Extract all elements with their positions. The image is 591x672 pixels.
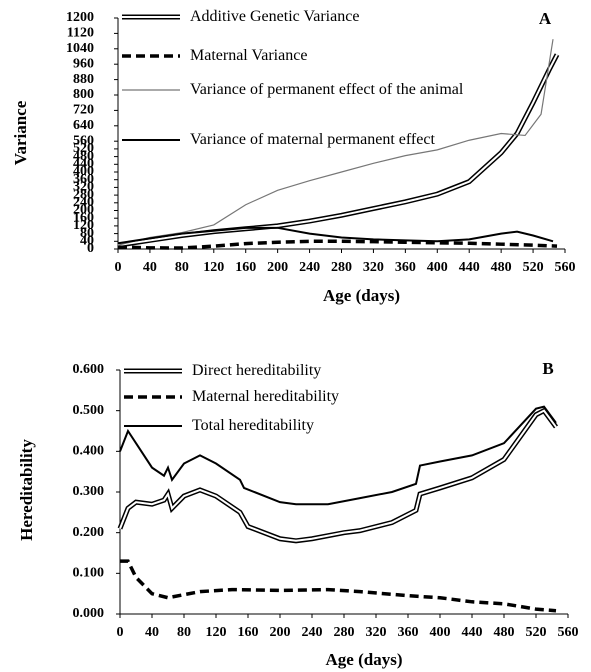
legend-label: Direct hereditability: [192, 362, 322, 379]
y-tick-label: 80: [80, 226, 94, 241]
y-tick-label: 360: [73, 172, 94, 187]
y-tick-label: 280: [73, 187, 94, 202]
x-axis-label: Age (days): [323, 286, 400, 305]
y-tick-label: 0.400: [73, 444, 105, 459]
x-tick-label: 400: [427, 260, 448, 275]
legend-label: Maternal Variance: [190, 47, 308, 64]
y-tick-label: 0: [87, 241, 94, 256]
y-tick-label: 880: [73, 72, 94, 87]
y-tick-label: 640: [73, 118, 94, 133]
panel-label: A: [539, 9, 552, 28]
x-tick-label: 160: [238, 625, 259, 640]
y-tick-label: 440: [73, 157, 94, 172]
x-axis-label: Age (days): [326, 650, 403, 669]
x-tick-label: 480: [494, 625, 515, 640]
series-line: [117, 226, 554, 245]
y-tick-label: 240: [73, 195, 94, 210]
y-tick-label: 520: [73, 141, 94, 156]
y-axis-label: Hereditability: [17, 439, 36, 541]
x-tick-label: 320: [363, 260, 384, 275]
x-tick-label: 440: [459, 260, 480, 275]
x-tick-label: 560: [558, 625, 579, 640]
x-tick-label: 0: [115, 260, 122, 275]
y-tick-label: 160: [73, 210, 94, 225]
legend-label: Additive Genetic Variance: [190, 8, 360, 25]
x-tick-label: 400: [430, 625, 451, 640]
y-axis-label: Variance: [11, 100, 30, 165]
x-tick-label: 200: [267, 260, 288, 275]
y-tick-label: 0.200: [73, 525, 105, 540]
x-tick-label: 520: [523, 260, 544, 275]
legend-label: Variance of maternal permanent effect: [190, 131, 435, 148]
y-tick-label: 720: [73, 103, 94, 118]
x-tick-label: 40: [145, 625, 159, 640]
x-tick-label: 40: [143, 260, 157, 275]
series-line: [119, 405, 557, 506]
x-tick-label: 280: [331, 260, 352, 275]
y-tick-label: 1040: [66, 41, 94, 56]
y-tick-label: 560: [73, 133, 94, 148]
x-tick-label: 480: [491, 260, 512, 275]
series-line: [120, 559, 557, 613]
y-tick-label: 200: [73, 203, 94, 218]
panel-label: B: [542, 359, 553, 378]
legend-label: Variance of permanent effect of the anim…: [190, 81, 464, 98]
y-tick-label: 0.300: [73, 484, 105, 499]
x-tick-label: 80: [177, 625, 191, 640]
x-tick-label: 0: [117, 625, 124, 640]
series-line: [117, 54, 558, 247]
legend-label: Total hereditability: [192, 417, 314, 434]
y-tick-label: 960: [73, 56, 94, 71]
x-tick-label: 520: [526, 625, 547, 640]
x-tick-label: 320: [366, 625, 387, 640]
series-line: [117, 239, 558, 250]
y-tick-label: 0.500: [73, 403, 105, 418]
x-tick-label: 240: [302, 625, 323, 640]
legend-label: Maternal hereditability: [192, 388, 340, 405]
series-line: [117, 39, 554, 246]
x-tick-label: 360: [398, 625, 419, 640]
x-tick-label: 360: [395, 260, 416, 275]
x-tick-label: 200: [270, 625, 291, 640]
x-tick-label: 120: [203, 260, 224, 275]
x-tick-label: 80: [175, 260, 189, 275]
y-tick-label: 0.600: [73, 362, 105, 377]
x-tick-label: 440: [462, 625, 483, 640]
y-tick-label: 0.100: [73, 566, 105, 581]
x-tick-label: 560: [555, 260, 576, 275]
x-tick-label: 120: [206, 625, 227, 640]
y-tick-label: 120: [73, 218, 94, 233]
y-tick-label: 400: [73, 164, 94, 179]
x-tick-label: 240: [299, 260, 320, 275]
y-tick-label: 480: [73, 149, 94, 164]
y-tick-label: 1120: [67, 26, 94, 41]
series-line: [119, 409, 557, 542]
y-tick-label: 0.000: [73, 606, 105, 621]
x-tick-label: 160: [235, 260, 256, 275]
y-tick-label: 1200: [66, 10, 94, 25]
y-tick-label: 320: [73, 180, 94, 195]
x-tick-label: 280: [334, 625, 355, 640]
y-tick-label: 800: [73, 87, 94, 102]
y-tick-label: 40: [80, 234, 94, 249]
